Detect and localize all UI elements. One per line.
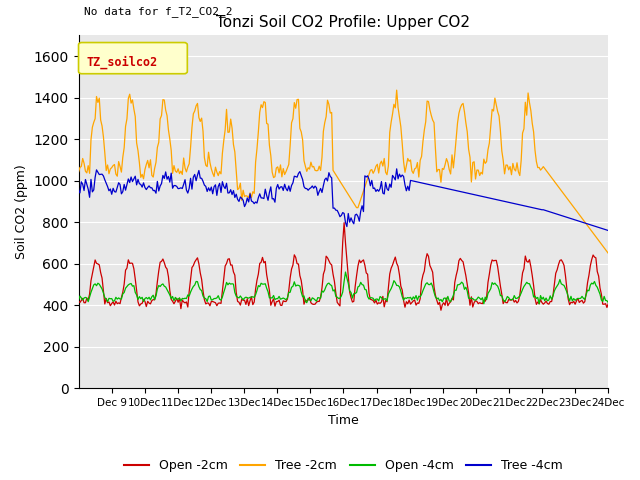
Text: No data for f_T2_CO2_2: No data for f_T2_CO2_2 bbox=[84, 6, 232, 17]
Legend: Open -2cm, Tree -2cm, Open -4cm, Tree -4cm: Open -2cm, Tree -2cm, Open -4cm, Tree -4… bbox=[119, 455, 568, 478]
Title: Tonzi Soil CO2 Profile: Upper CO2: Tonzi Soil CO2 Profile: Upper CO2 bbox=[216, 15, 470, 30]
X-axis label: Time: Time bbox=[328, 414, 359, 427]
Y-axis label: Soil CO2 (ppm): Soil CO2 (ppm) bbox=[15, 165, 28, 259]
Text: TZ_soilco2: TZ_soilco2 bbox=[87, 56, 158, 69]
